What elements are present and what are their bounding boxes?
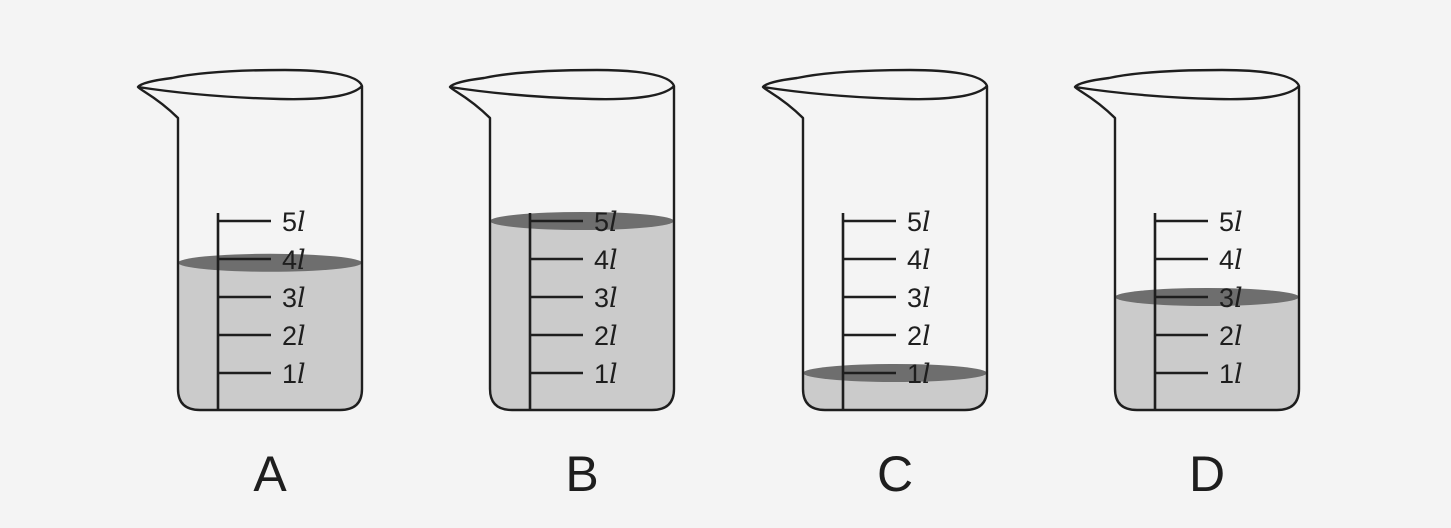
tick-label-a-4: 4l	[282, 245, 306, 276]
beaker-a: 1l 2l 3l 4l 5l A	[136, 68, 364, 502]
tick-label-a-5: 5l	[282, 207, 306, 238]
water-b	[490, 221, 674, 410]
beaker-outline-a	[136, 68, 364, 412]
beaker-d: 1l 2l 3l 4l 5l D	[1073, 68, 1301, 502]
tick-label-b-2: 2l	[594, 321, 618, 352]
tick-label-d-5: 5l	[1219, 207, 1243, 238]
beaker-outline-c	[761, 68, 989, 412]
tick-label-c-4: 4l	[907, 245, 931, 276]
beaker-outline-d	[1073, 68, 1301, 412]
beaker-label-a: A	[253, 446, 287, 502]
beaker-label-b: B	[565, 446, 598, 502]
tick-label-d-1: 1l	[1219, 359, 1243, 390]
tick-label-a-1: 1l	[282, 359, 306, 390]
water-c	[803, 373, 987, 410]
tick-label-c-1: 1l	[907, 359, 931, 390]
tick-label-b-1: 1l	[594, 359, 618, 390]
tick-label-b-3: 3l	[594, 283, 618, 314]
water-d	[1115, 297, 1299, 410]
tick-label-a-3: 3l	[282, 283, 306, 314]
tick-label-c-5: 5l	[907, 207, 931, 238]
water-a	[178, 262, 362, 410]
beaker-label-c: C	[877, 446, 913, 502]
tick-label-d-2: 2l	[1219, 321, 1243, 352]
water-surface-a	[178, 253, 362, 272]
tick-label-b-4: 4l	[594, 245, 618, 276]
beaker-outline-b	[448, 68, 676, 412]
tick-label-b-5: 5l	[594, 207, 618, 238]
beaker-b: 1l 2l 3l 4l 5l B	[448, 68, 676, 502]
tick-label-a-2: 2l	[282, 321, 306, 352]
tick-label-c-3: 3l	[907, 283, 931, 314]
beaker-c: 1l 2l 3l 4l 5l C	[761, 68, 989, 502]
tick-label-d-3: 3l	[1219, 283, 1243, 314]
tick-label-d-4: 4l	[1219, 245, 1243, 276]
tick-label-c-2: 2l	[907, 321, 931, 352]
beaker-label-d: D	[1189, 446, 1225, 502]
